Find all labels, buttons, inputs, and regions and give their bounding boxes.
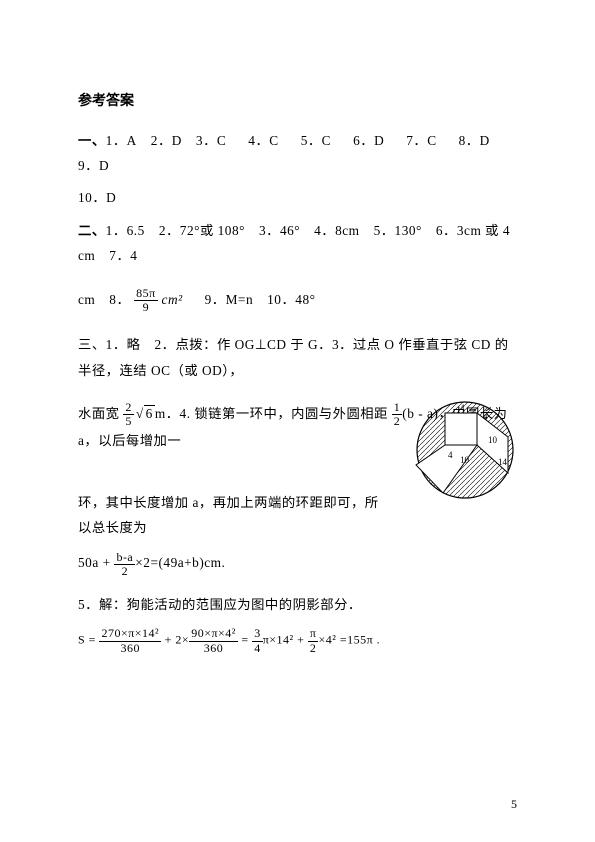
- svg-text:4: 4: [448, 450, 453, 460]
- svg-text:14: 14: [498, 457, 508, 467]
- section-2-row2: cm8． 85π9 cm²9．M=n10．48°: [78, 287, 520, 315]
- sec1-head: 一、: [78, 133, 106, 148]
- formula-1: 50a + b-a2×2=(49a+b)cm.: [78, 550, 520, 578]
- answers-title: 参考答案: [78, 90, 520, 110]
- question-5: 5．解：狗能活动的范围应为图中的阴影部分．: [78, 592, 520, 617]
- section-2-row1: 二、1．6.52．72°或 108°3．46°4．8cm5．130°6．3cm …: [78, 218, 520, 269]
- svg-text:4: 4: [483, 412, 488, 422]
- sec2-head: 二、: [78, 223, 106, 238]
- section-1-row2: 10．D: [78, 185, 520, 210]
- page-number: 5: [511, 797, 517, 812]
- section-1-row1: 一、1．A2．D3．C4．C5．C6．D7．C8．D9．D: [78, 128, 520, 179]
- circle-diagram: 4 4 10 4 10 14: [410, 395, 520, 505]
- svg-text:4: 4: [460, 403, 465, 413]
- sec3-head: 三、: [78, 337, 106, 352]
- svg-text:10: 10: [460, 455, 470, 465]
- formula-s: S = 270×π×14²360 + 2×90×π×4²360 = 34π×14…: [78, 627, 520, 654]
- svg-text:10: 10: [488, 435, 498, 445]
- section-3-row1: 三、1．略2．点拨：作 OG⊥CD 于 G．3．过点 O 作垂直于弦 CD 的半…: [78, 332, 520, 383]
